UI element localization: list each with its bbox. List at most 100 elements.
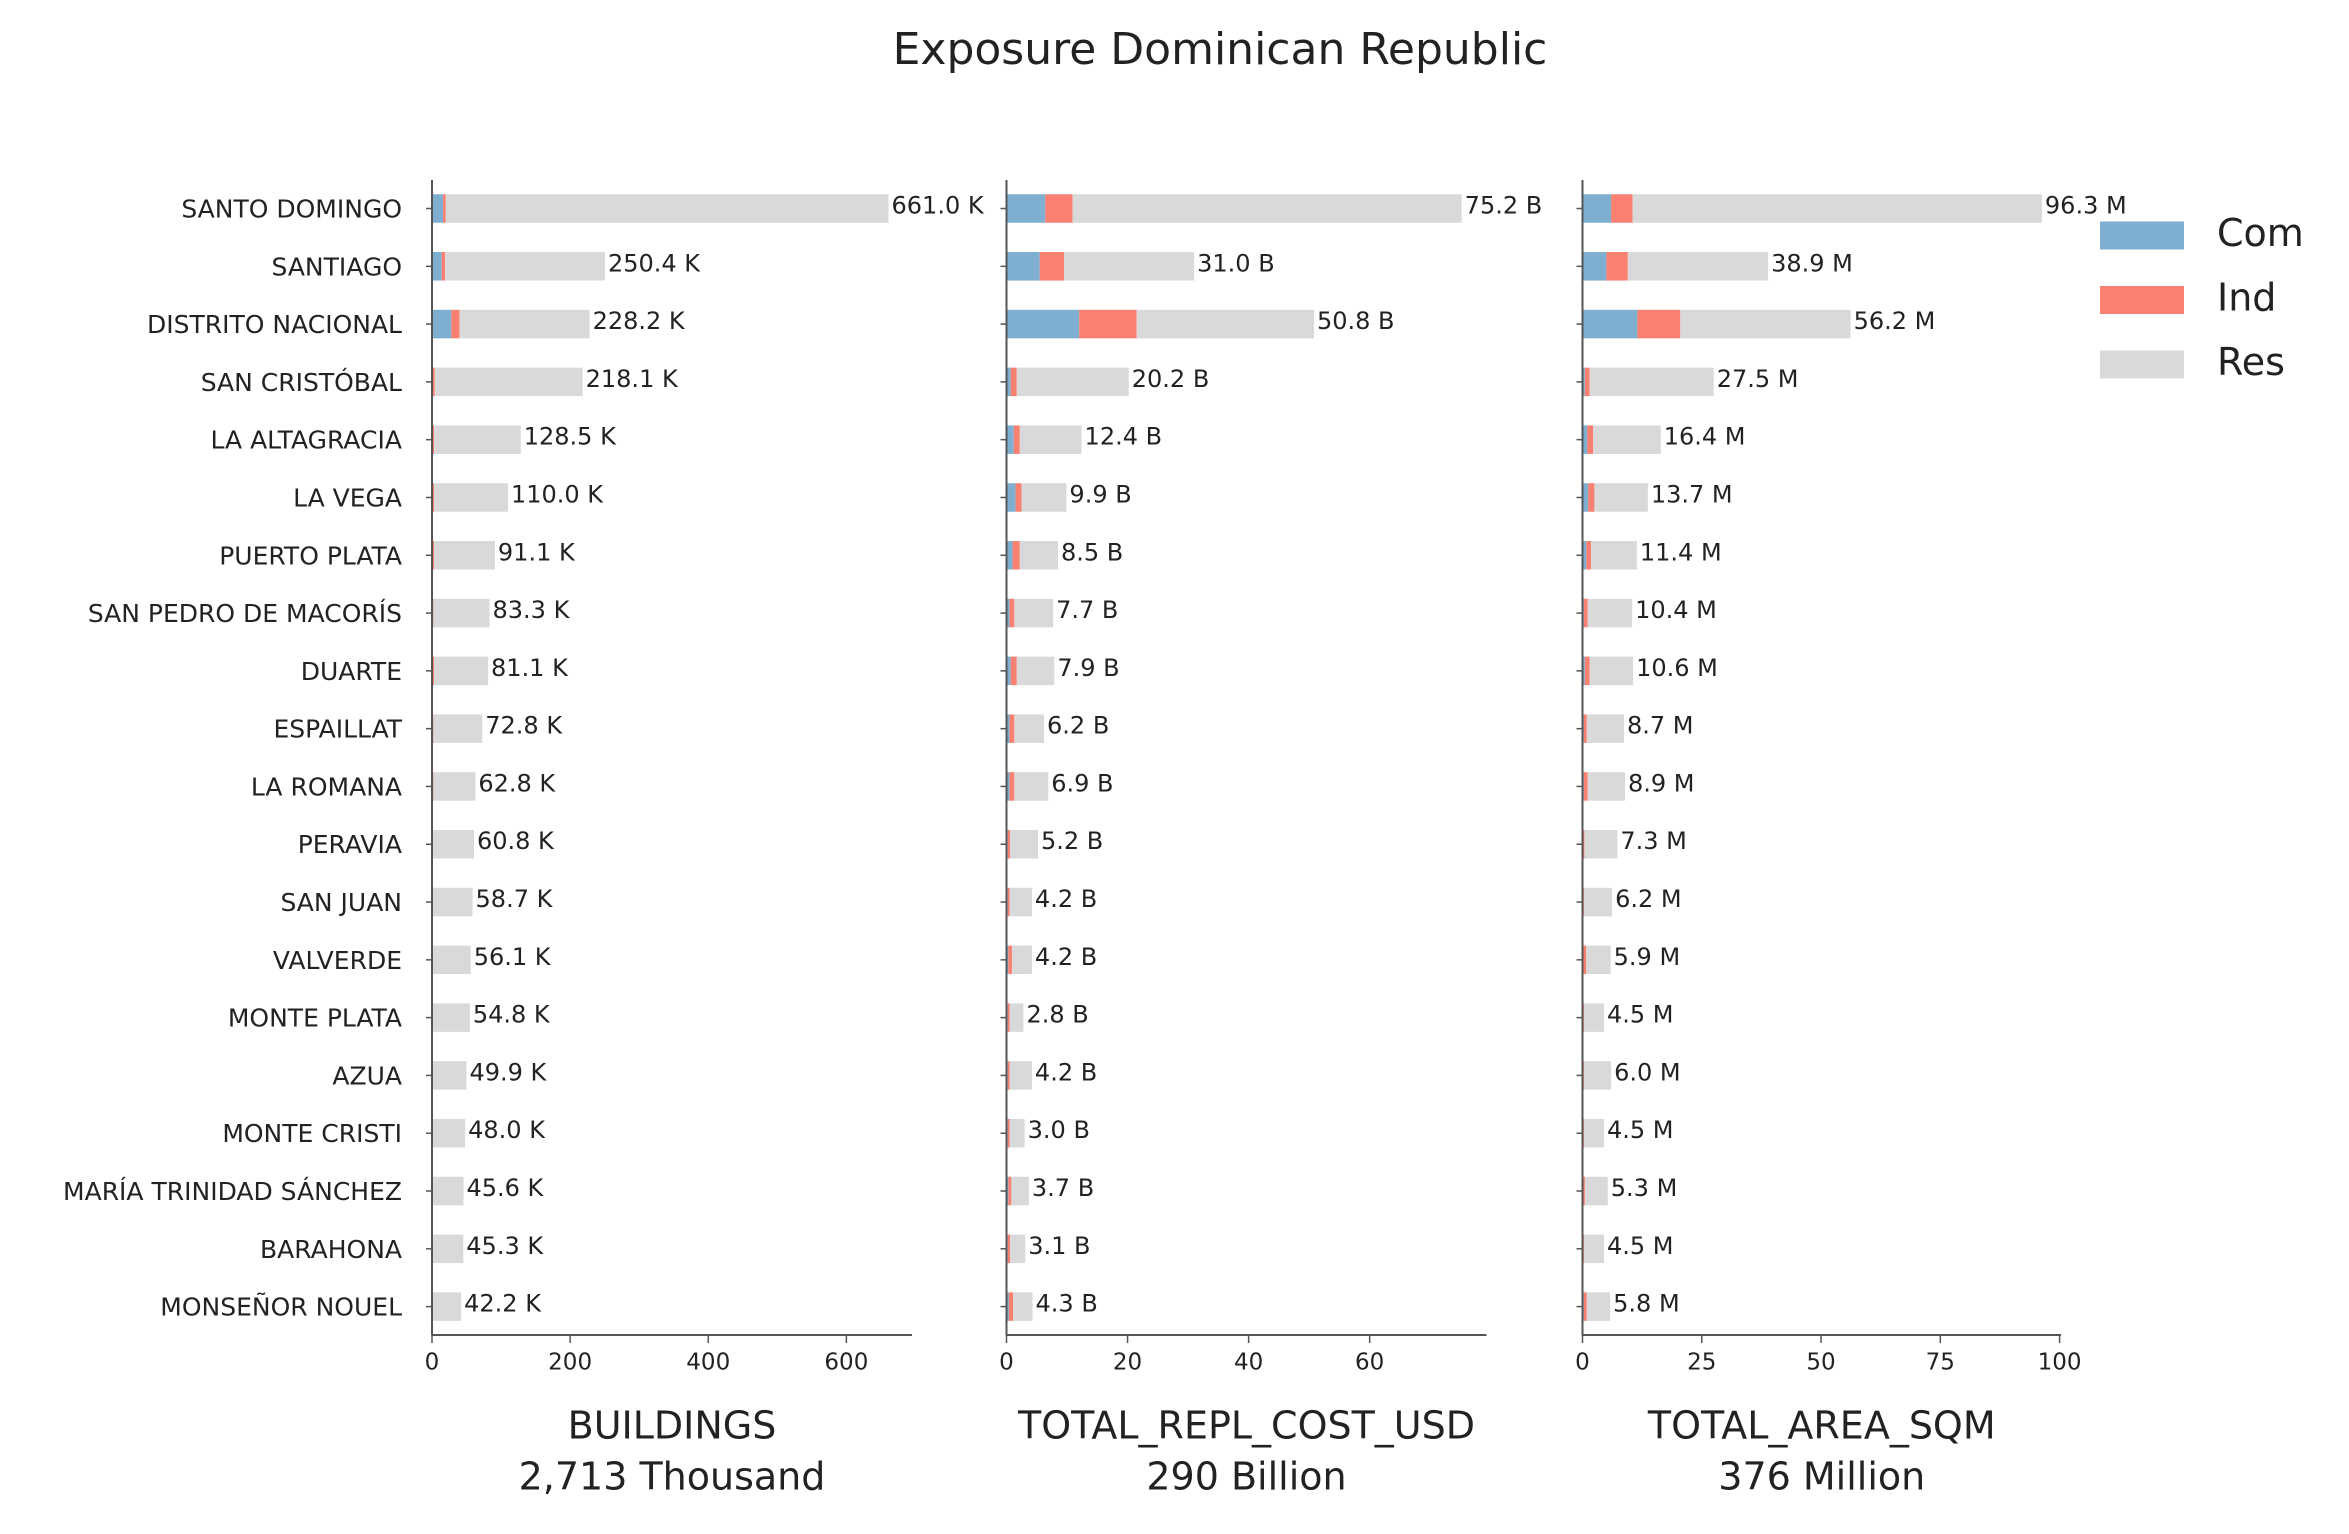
legend-label: Res xyxy=(2217,340,2285,384)
value-label: 5.8 M xyxy=(1613,1290,1680,1318)
value-label: 3.1 B xyxy=(1028,1232,1090,1260)
y-tick-label: DUARTE xyxy=(301,657,402,686)
bar-segment xyxy=(1010,367,1017,397)
value-label: 16.4 M xyxy=(1664,423,1746,451)
value-label: 3.0 B xyxy=(1028,1116,1090,1144)
bar-segment xyxy=(1006,252,1040,281)
bar-segment xyxy=(1010,656,1017,686)
bar-segment xyxy=(451,309,460,339)
bar-segment xyxy=(1587,598,1633,628)
value-label: 4.5 M xyxy=(1607,1001,1674,1029)
value-label: 5.9 M xyxy=(1614,943,1681,971)
y-tick-label: SAN CRISTÓBAL xyxy=(201,367,402,397)
bar-segment xyxy=(1009,598,1015,628)
bar-segment xyxy=(1611,194,1633,223)
value-label: 8.7 M xyxy=(1627,712,1694,740)
bar-segment xyxy=(1627,252,1769,281)
x-axis-sublabel: 2,713 Thousand xyxy=(519,1455,826,1499)
bar-segment xyxy=(434,483,508,512)
bar-segment xyxy=(1009,1118,1025,1148)
legend-label: Ind xyxy=(2217,276,2276,320)
y-tick-label: PUERTO PLATA xyxy=(219,541,402,570)
bar-segment xyxy=(1011,945,1032,975)
bar-segment xyxy=(432,656,435,686)
x-tick-label: 0 xyxy=(425,1350,440,1376)
x-tick-label: 75 xyxy=(1926,1350,1955,1376)
value-label: 45.6 K xyxy=(466,1174,544,1202)
bar-segment xyxy=(1019,541,1058,570)
bar-segment xyxy=(1007,1003,1010,1032)
bar-segment xyxy=(443,194,446,223)
bar-segment xyxy=(1586,714,1625,743)
value-label: 8.9 M xyxy=(1628,769,1695,797)
bar-segment xyxy=(1006,1292,1009,1321)
bar-segment xyxy=(1583,945,1587,975)
y-tick-label: MONSEÑOR NOUEL xyxy=(160,1292,402,1322)
bar-segment xyxy=(432,714,434,743)
x-tick-label: 25 xyxy=(1687,1350,1716,1376)
bar-segment xyxy=(1637,309,1681,339)
bar-segment xyxy=(1045,194,1073,223)
bar-segment xyxy=(1072,194,1462,223)
bar-segment xyxy=(1007,829,1011,859)
value-label: 13.7 M xyxy=(1651,480,1733,508)
x-tick-label: 100 xyxy=(2038,1350,2082,1376)
bar-segment xyxy=(1009,714,1015,743)
value-label: 7.7 B xyxy=(1056,596,1118,624)
bar-segment xyxy=(433,714,483,743)
bar-segment xyxy=(1016,656,1055,686)
y-tick-label: MARÍA TRINIDAD SÁNCHEZ xyxy=(63,1177,402,1206)
value-label: 96.3 M xyxy=(2045,192,2127,220)
value-label: 20.2 B xyxy=(1132,365,1210,393)
bar-segment xyxy=(432,194,444,223)
value-label: 4.2 B xyxy=(1035,1058,1097,1086)
y-tick-label: LA VEGA xyxy=(293,483,402,512)
value-label: 72.8 K xyxy=(485,712,563,740)
value-label: 6.9 B xyxy=(1051,769,1113,797)
bar-segment xyxy=(459,309,590,339)
bar-segment xyxy=(432,598,434,628)
x-tick-label: 600 xyxy=(824,1350,868,1376)
value-label: 6.2 M xyxy=(1615,885,1682,913)
x-axis-sublabel: 376 Million xyxy=(1718,1455,1925,1499)
value-label: 38.9 M xyxy=(1771,249,1853,277)
bar-segment xyxy=(1582,656,1585,686)
bar-segment xyxy=(1583,887,1613,917)
y-tick-label: LA ALTAGRACIA xyxy=(211,426,402,455)
bar-segment xyxy=(1583,1234,1604,1264)
x-tick-label: 0 xyxy=(1575,1350,1590,1376)
bar-segment xyxy=(1006,425,1014,454)
value-label: 50.8 B xyxy=(1317,307,1395,335)
legend-swatch xyxy=(2100,350,2184,379)
bar-segment xyxy=(1582,309,1638,339)
y-tick-label: SAN JUAN xyxy=(280,888,402,917)
bar-segment xyxy=(441,252,446,281)
bar-segment xyxy=(432,1292,462,1321)
x-tick-label: 50 xyxy=(1806,1350,1835,1376)
bar-segment xyxy=(1007,1234,1011,1264)
value-label: 49.9 K xyxy=(469,1058,547,1086)
bar-segment xyxy=(1007,1061,1010,1090)
value-label: 7.9 B xyxy=(1057,654,1119,682)
bar-segment xyxy=(432,1003,470,1032)
bar-segment xyxy=(432,425,435,454)
bar-segment xyxy=(1583,1118,1604,1148)
x-tick-label: 20 xyxy=(1113,1350,1142,1376)
value-label: 10.4 M xyxy=(1635,596,1717,624)
bar-segment xyxy=(1583,1176,1585,1206)
x-axis-label: TOTAL_AREA_SQM xyxy=(1647,1404,1996,1448)
bar-segment xyxy=(432,541,435,570)
bar-segment xyxy=(1583,1061,1612,1090)
bar-segment xyxy=(1007,1118,1010,1148)
value-label: 56.1 K xyxy=(474,943,552,971)
bar-segment xyxy=(432,887,473,917)
bar-segment xyxy=(1006,714,1010,743)
value-label: 250.4 K xyxy=(608,249,701,277)
bar-segment xyxy=(432,367,435,397)
value-label: 6.2 B xyxy=(1047,712,1109,740)
value-label: 218.1 K xyxy=(586,365,679,393)
bar-segment xyxy=(1588,483,1595,512)
bar-segment xyxy=(1008,1176,1012,1206)
value-label: 4.5 M xyxy=(1607,1116,1674,1144)
